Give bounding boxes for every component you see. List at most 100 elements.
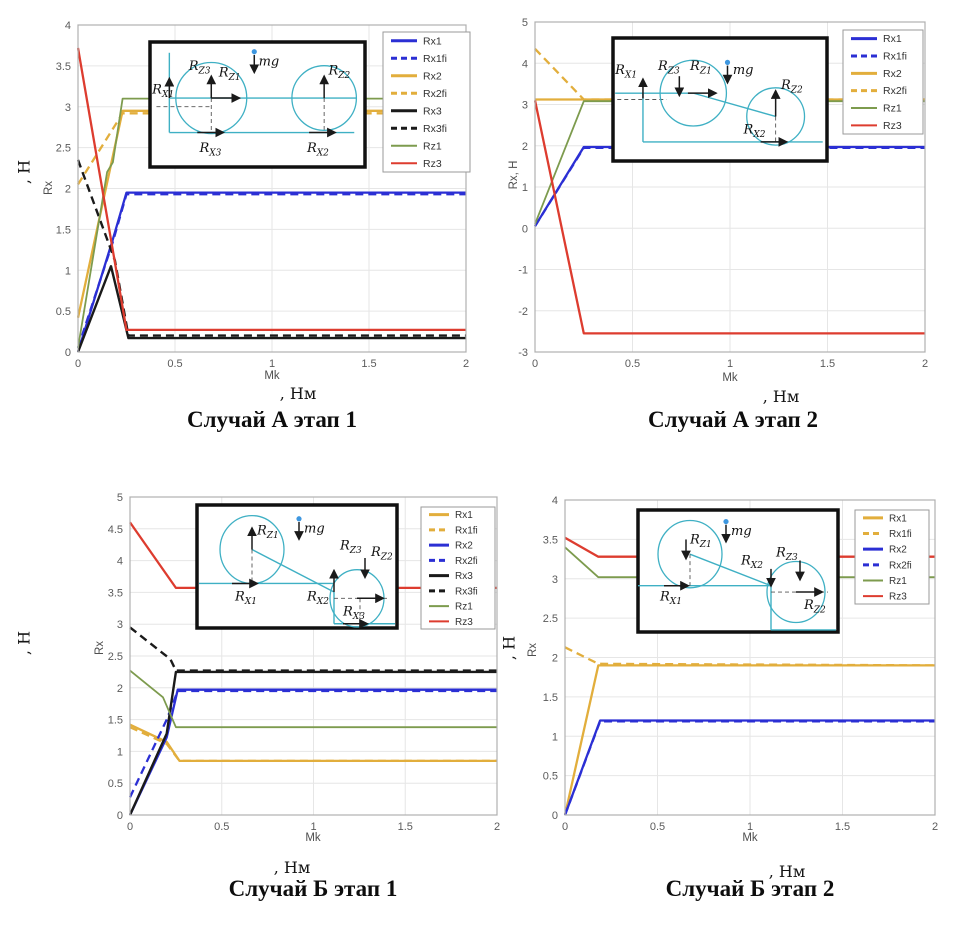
y-tick-label: 0 [117,810,123,822]
x-axis-unit-2: , Нм [762,387,800,406]
y-axis-label-4: Rx [527,642,539,658]
legend-label-Rx1fi: Rx1fi [883,51,907,63]
y-tick-label: 0 [65,347,71,359]
chart-title-b2: Случай Б этап 2 [665,876,835,901]
y-axis-label-2: Rx, Н [508,160,520,190]
series-line-Rx1fi [564,646,936,667]
legend-box [842,29,924,135]
mg-dot [723,518,729,525]
legend-label-Rx1: Rx1 [423,35,442,47]
x-tick-label: 1 [310,821,316,833]
y-tick-label: 1.5 [108,715,123,727]
y-tick-label: 3.5 [108,587,123,599]
series-line-Rz1 [129,669,497,729]
x-axis-unit-1: , Нм [279,384,317,403]
x-tick-label: 0 [532,358,538,370]
legend-label-Rz1: Rz1 [423,140,442,152]
y-tick-label: 2 [552,653,558,665]
y-tick-label: 2.5 [543,613,558,625]
y-tick-label: 1.5 [56,224,71,236]
y-tick-label: 0 [522,223,528,235]
y-tick-label: 1 [552,731,558,743]
mg-dot [724,59,731,65]
inset-structure-line [689,553,772,587]
y-tick-label: 1 [522,182,528,194]
legend: Rx1 Rx1fi Rx2 Rx2fi Rz1 Rz3 [854,509,930,605]
y-tick-label: 4 [522,58,528,70]
x-tick-label: 1 [269,358,275,370]
inset-wheel-circle [657,519,723,589]
y-tick-label: 0.5 [108,778,123,790]
series-line-Rx1 [129,723,497,763]
y-tick-label: 5 [522,17,528,29]
chart-title-b1: Случай Б этап 1 [228,876,398,901]
inset-wheel-circle [291,65,358,132]
chart-2: 0 0.5 1 1.5 2 -3 -2 -1 0 1 2 3 4 5 Rx1 Rx1fi Rx2 Rx2fi Rz1… [518,17,928,370]
x-tick-label: 0 [75,358,81,370]
axis-box [129,496,498,816]
legend: Rx1 Rx1fi Rx2 Rx2fi Rx3 Rx3fi Rz1 Rz3 [420,506,496,630]
legend-box [382,31,471,173]
legend-label-Rx1fi: Rx1fi [423,53,447,65]
axis-box [77,24,467,353]
x-tick-label: 0 [127,821,133,833]
inset-structure-line [251,548,335,593]
inset-structure-line [693,92,776,118]
y-tick-label: 4 [65,20,71,32]
x-axis-unit-4: , Нм [768,862,806,881]
legend-label-Rz3: Rz3 [889,592,907,603]
y-tick-label: 0.5 [543,771,558,783]
chart-4: 0 0.5 1 1.5 2 0 0.5 1 1.5 2 2.5 3 3.5 4 Rx1 Rx1fi Rx2 Rx2… [543,495,938,833]
legend-label-Rx2: Rx2 [889,545,907,556]
y-axis-unit-3: , Н [14,630,34,656]
chart-1: 0 0.5 1 1.5 2 0 0.5 1 1.5 2 2.5 3 3.5 4 Rx1 Rx1fi Rx2 Rx2… [56,20,471,370]
series-line-Rx3 [129,670,497,816]
y-tick-label: 2 [117,683,123,695]
y-tick-label: 3.5 [543,534,558,546]
y-tick-label: 4 [552,495,558,507]
legend-label-Rx2: Rx2 [883,68,902,80]
y-tick-label: 4 [117,556,123,568]
inset-wheel-circle [659,59,728,127]
series-line-Rx3 [77,265,466,353]
x-tick-label: 1.5 [398,821,413,833]
legend-label-Rx3: Rx3 [423,105,442,117]
legend-label-Rx2fi: Rx2fi [883,85,907,97]
inset-wheel-circle [175,61,248,135]
inset-border [195,503,399,630]
chart-3: 0 0.5 1 1.5 200.511.522.533.544.55Rx1Rx1fiRx… [108,492,500,833]
legend-label-Rx2fi: Rx2fi [889,560,912,571]
x-tick-label: 2 [932,821,938,833]
y-tick-label: 2.5 [56,143,71,155]
y-tick-label: -1 [518,265,528,277]
inset-border [636,508,840,634]
series-line-Rx1fi [77,193,466,349]
legend-label-Rz3: Rz3 [883,120,902,132]
y-axis-label-3: Rx [94,640,106,656]
legend-label-Rx1fi: Rx1fi [889,529,912,540]
axis-box [564,499,936,816]
legend-label-Rz3: Rz3 [423,158,442,170]
force-label-mg: mg [731,524,752,539]
series-line-Rx2fi [534,48,925,101]
y-tick-label: 1.5 [543,692,558,704]
x-tick-label: 2 [494,821,500,833]
legend-label-Rz1: Rz1 [883,103,902,115]
legend-label-Rx2: Rx2 [423,70,442,82]
x-tick-label: 1 [727,358,733,370]
y-tick-label: 4.5 [108,524,123,536]
y-tick-label: 3 [522,100,528,112]
x-tick-label: 1.5 [835,821,850,833]
mg-dot [296,516,302,522]
legend-label-Rx3: Rx3 [455,571,473,582]
y-axis-label-1: Rx [43,180,55,196]
legend-label-Rx1: Rx1 [883,33,902,45]
y-tick-label: 2 [522,141,528,153]
y-tick-label: 0 [552,810,558,822]
legend-box [854,509,930,605]
y-tick-label: 2.5 [108,651,123,663]
force-label-mg: mg [304,522,325,537]
legend-label-Rz1: Rz1 [455,602,473,613]
